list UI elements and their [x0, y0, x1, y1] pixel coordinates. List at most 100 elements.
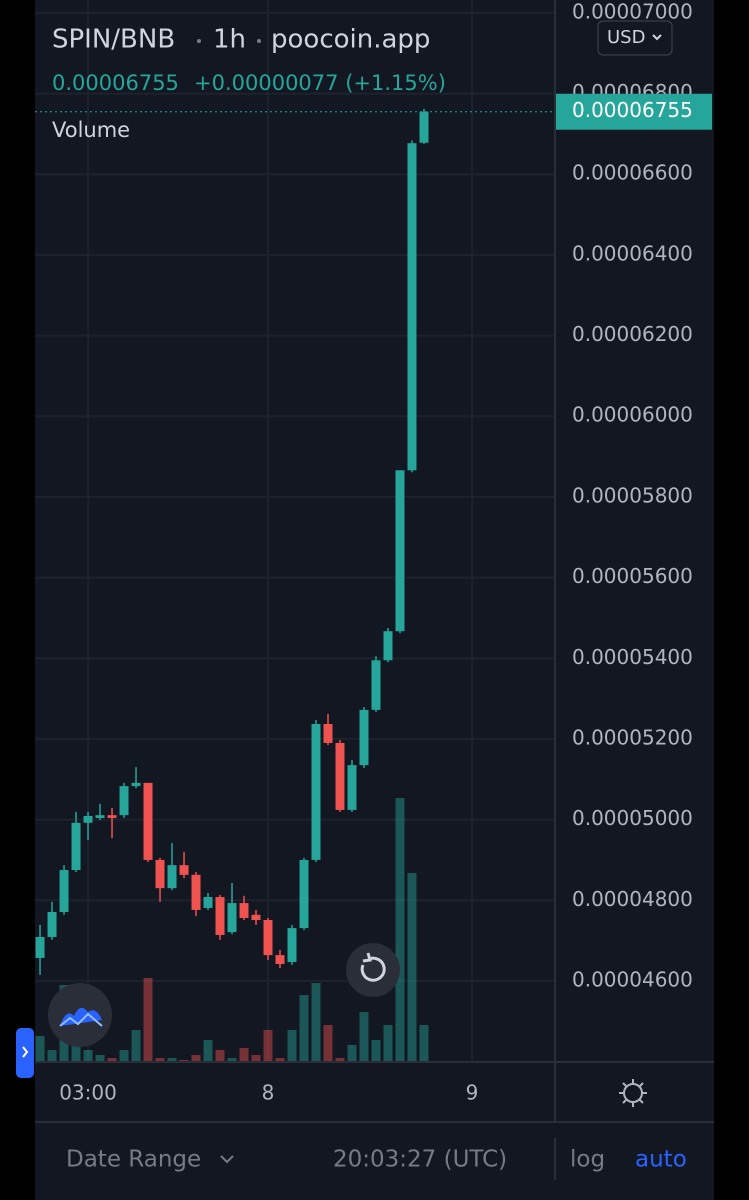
source: poocoin.app — [271, 25, 430, 55]
candle-body — [155, 859, 165, 889]
y-tick-label: 0.00006200 — [572, 322, 693, 346]
volume-bar — [227, 1058, 237, 1062]
volume-bar — [407, 873, 417, 1062]
volume-bar — [155, 1058, 165, 1062]
clock: 20:03:27 (UTC) — [333, 1147, 507, 1173]
candle-body — [35, 936, 45, 958]
volume-label: Volume — [52, 118, 130, 142]
volume-bar — [275, 1058, 285, 1062]
volume-bar — [203, 1040, 213, 1062]
candle-body — [143, 782, 153, 860]
overlay: 0.00006755 — [35, 93, 712, 130]
volume-bar — [263, 1030, 273, 1062]
volume-layer — [35, 798, 429, 1062]
date-range[interactable]: Date Range — [66, 1147, 201, 1173]
currency-button[interactable] — [597, 20, 673, 56]
interval: 1h — [213, 25, 246, 55]
candle-body — [383, 631, 393, 661]
candle-body — [95, 815, 105, 818]
reset-icon — [362, 952, 372, 963]
panel — [35, 0, 714, 1200]
candle-body — [275, 955, 285, 964]
logo-icon — [60, 1007, 102, 1026]
y-tick-label: 0.00004800 — [572, 887, 693, 911]
candle-body — [263, 920, 273, 956]
reset-button[interactable] — [346, 943, 400, 997]
y-tick-label: 0.00005600 — [572, 564, 693, 588]
candle-layer — [35, 108, 429, 975]
candle-body — [83, 815, 93, 823]
auto-toggle[interactable]: auto — [635, 1147, 687, 1173]
separator — [257, 39, 261, 43]
volume-bar — [35, 1036, 45, 1062]
candle-body — [59, 870, 69, 912]
candle-body — [191, 874, 201, 910]
y-tick-label: 0.00005400 — [572, 645, 693, 669]
candle-body — [47, 911, 57, 937]
price-tag-label: 0.00006755 — [572, 98, 693, 122]
x-tick-label: 03:00 — [59, 1081, 117, 1105]
y-tick-label: 0.00007000 — [572, 0, 693, 23]
settings-icon — [619, 1079, 647, 1107]
volume-bar — [347, 1045, 357, 1062]
volume-bar — [335, 1058, 345, 1062]
y-tick-label: 0.00005200 — [572, 725, 693, 749]
price-tag — [556, 93, 712, 130]
candle-body — [203, 897, 213, 908]
separator — [197, 39, 201, 43]
volume-bar — [47, 1050, 57, 1062]
y-tick-label: 0.00005000 — [572, 806, 693, 830]
log-toggle[interactable]: log — [570, 1147, 605, 1173]
candle-body — [299, 859, 309, 929]
volume-bar — [419, 1025, 429, 1062]
candle-body — [239, 903, 249, 919]
legend-change: +0.00000077 (+1.15%) — [194, 71, 446, 95]
volume-bar — [251, 1055, 261, 1062]
candle-body — [215, 897, 225, 935]
candle-body — [323, 723, 333, 743]
y-tick-label: 0.00004600 — [572, 967, 693, 991]
volume-bar — [107, 1058, 117, 1062]
volume-bar — [395, 798, 405, 1062]
candle-body — [359, 709, 369, 766]
candle-body — [311, 723, 321, 860]
volume-bar — [131, 1030, 141, 1062]
volume-bar — [143, 978, 153, 1062]
candle-body — [371, 660, 381, 710]
candle-body — [251, 914, 261, 921]
volume-bar — [359, 1012, 369, 1062]
volume-bar — [299, 995, 309, 1062]
reset-icon — [360, 956, 386, 982]
y-tick-label: 0.00006400 — [572, 241, 693, 265]
candle-body — [71, 822, 81, 871]
volume-bar — [287, 1030, 297, 1062]
candle-body — [287, 928, 297, 962]
candle-body — [131, 782, 141, 787]
candle-body — [395, 470, 405, 632]
grid — [35, 0, 555, 1062]
volume-bar — [167, 1058, 177, 1062]
candle-body — [119, 786, 129, 816]
x-tick-label: 8 — [262, 1081, 275, 1105]
volume-bar — [311, 983, 321, 1062]
volume-bar — [191, 1055, 201, 1062]
candle-body — [107, 815, 117, 818]
chevron — [220, 1155, 234, 1164]
x-tick-label: 9 — [466, 1081, 479, 1105]
side-tab-icon — [22, 1046, 29, 1058]
volume-bar — [95, 1055, 105, 1062]
candle-body — [335, 742, 345, 810]
candle-body — [407, 143, 417, 471]
volume-bar — [383, 1025, 393, 1062]
volume-bar — [323, 1025, 333, 1062]
candle-body — [167, 865, 177, 889]
volume-bar — [119, 1050, 129, 1062]
candle-body — [347, 765, 357, 810]
legend-price: 0.00006755 — [52, 71, 179, 95]
currency[interactable]: USD — [607, 27, 645, 48]
volume-bar — [371, 1040, 381, 1062]
chevron — [652, 34, 662, 41]
volume-bar — [83, 1050, 93, 1062]
logo-icon — [59, 1012, 103, 1027]
